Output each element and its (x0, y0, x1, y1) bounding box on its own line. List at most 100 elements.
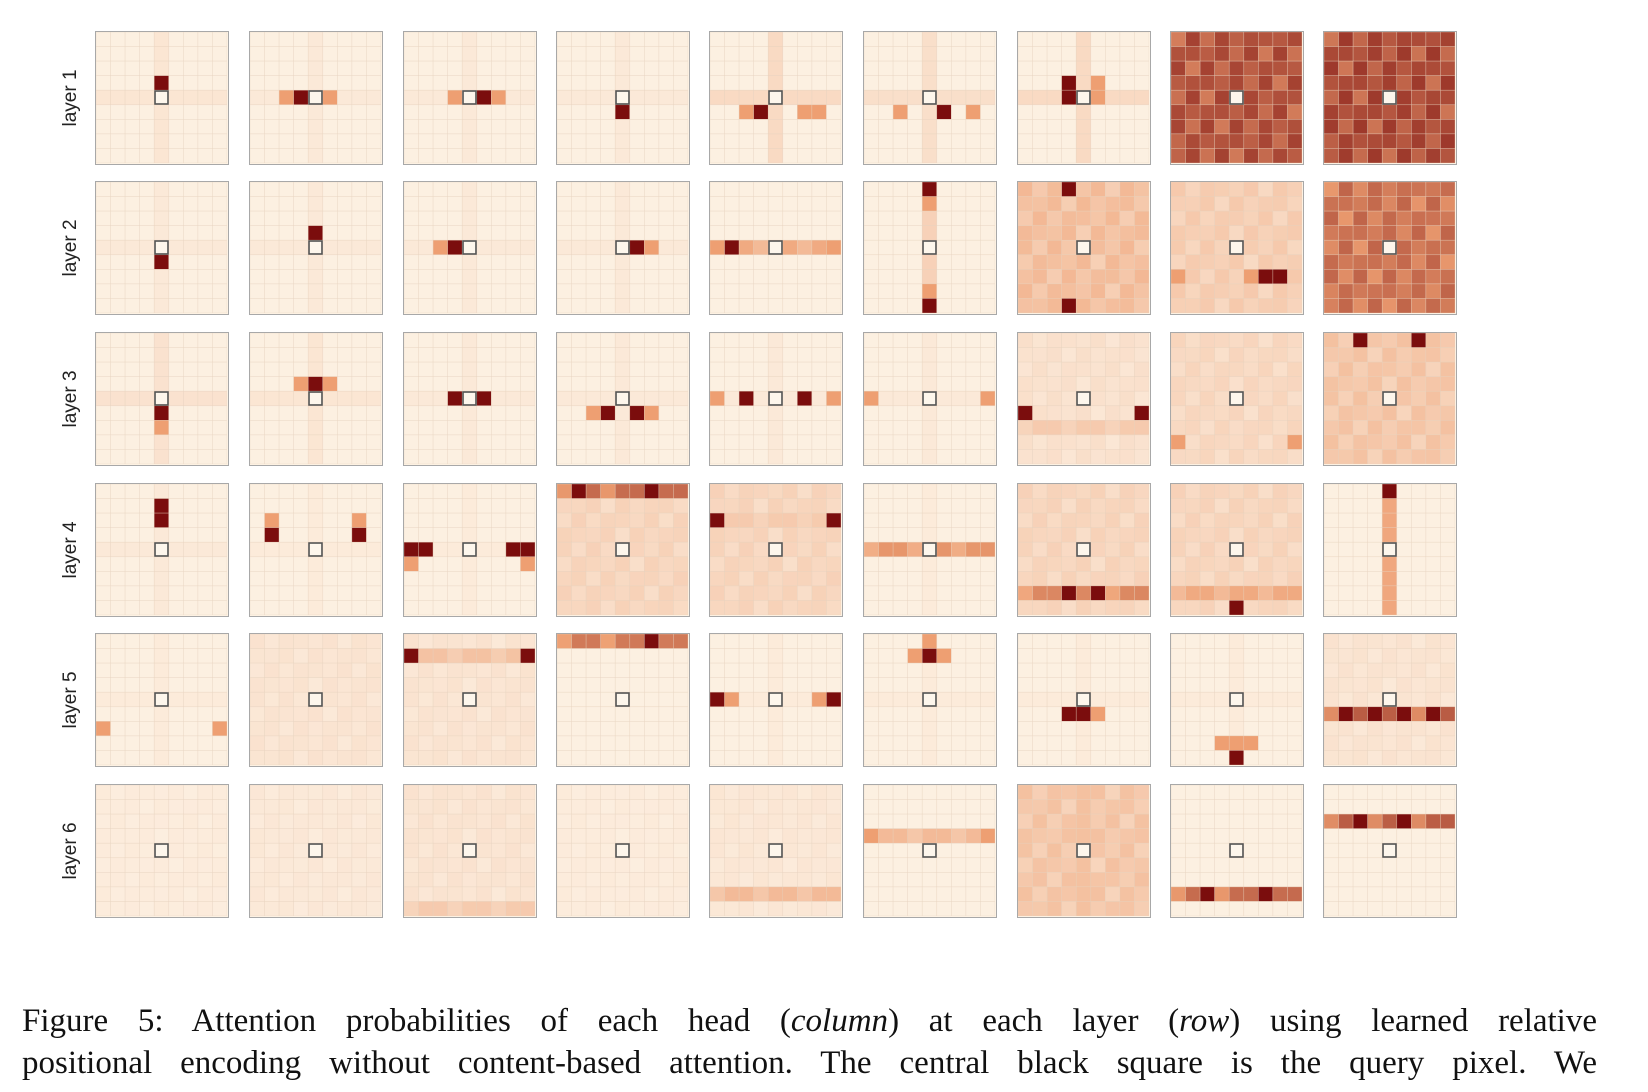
heatmap-cell (505, 210, 521, 226)
heatmap-cell (264, 872, 280, 888)
heatmap-cell (811, 420, 827, 436)
heatmap-cell (250, 662, 265, 678)
heatmap-cell (1367, 842, 1383, 859)
heatmap-cell (724, 225, 740, 241)
heatmap-cell (366, 541, 381, 558)
heatmap-cell (1199, 721, 1215, 737)
heatmap-cell (1381, 512, 1398, 528)
heatmap-cell (366, 735, 381, 751)
heatmap-cell (710, 750, 725, 765)
heatmap-cell (1075, 133, 1092, 149)
heatmap-cell (629, 225, 645, 241)
heatmap-cell (1324, 662, 1339, 678)
heatmap-cell (1046, 677, 1062, 693)
heatmap-cell (878, 677, 894, 693)
heatmap-cell (1199, 512, 1215, 528)
heatmap-cell (724, 32, 740, 47)
heatmap-cell (658, 390, 674, 407)
heatmap-cell (153, 677, 170, 693)
heatmap-cell (505, 133, 521, 149)
heatmap-cell (673, 32, 688, 47)
heatmap-cell (520, 46, 535, 62)
heatmap-cell (826, 842, 841, 859)
heatmap-cell (1425, 648, 1441, 664)
heatmap-cell (1134, 104, 1149, 120)
heatmap-cell (168, 872, 184, 888)
heatmap-cell (366, 60, 381, 76)
heatmap-cell (418, 750, 434, 765)
heatmap-cell (921, 196, 938, 212)
heatmap-cell (811, 706, 827, 722)
heatmap-cell (614, 735, 631, 751)
heatmap-cell (753, 420, 769, 436)
heatmap-cell (418, 735, 434, 751)
heatmap-cell (980, 376, 995, 392)
heatmap-cell (797, 60, 813, 76)
heatmap-cell (1046, 828, 1062, 844)
heatmap-cell (1258, 634, 1274, 649)
heatmap-cell (600, 857, 616, 873)
heatmap-cell (1171, 46, 1186, 62)
heatmap-cell (1061, 32, 1077, 47)
heatmap-cell (212, 677, 227, 693)
query-pixel-marker (308, 692, 323, 707)
heatmap-cell (1272, 872, 1288, 888)
heatmap-cell (629, 799, 645, 815)
heatmap-cell (1272, 298, 1288, 313)
heatmap-cell (644, 828, 660, 844)
heatmap-cell (907, 872, 923, 888)
heatmap-cell (110, 527, 126, 543)
heatmap-cell (1381, 785, 1398, 800)
heatmap-cell (1352, 901, 1368, 916)
heatmap-cell (724, 600, 740, 615)
heatmap-cell (965, 133, 981, 149)
heatmap-cell (1243, 886, 1259, 902)
heatmap-cell (1105, 283, 1121, 299)
heatmap-cell (797, 571, 813, 587)
heatmap-cell (892, 872, 908, 888)
heatmap-cell (673, 420, 688, 436)
heatmap-cell (864, 571, 879, 587)
heatmap-cell (1258, 298, 1274, 313)
heatmap-cell (1171, 648, 1186, 664)
attention-map-layer-5-head-5 (709, 633, 843, 767)
heatmap-cell (1272, 361, 1288, 377)
heatmap-cell (1185, 842, 1201, 859)
heatmap-cell (673, 60, 688, 76)
heatmap-cell (710, 333, 725, 348)
heatmap-cell (936, 60, 952, 76)
heatmap-cell (1018, 512, 1033, 528)
heatmap-cell (1061, 298, 1077, 313)
heatmap-cell (1352, 225, 1368, 241)
heatmap-cell (264, 750, 280, 765)
heatmap-cell (124, 813, 140, 829)
heatmap-cell (600, 872, 616, 888)
heatmap-cell (124, 857, 140, 873)
heatmap-cell (753, 390, 769, 407)
heatmap-cell (1185, 333, 1201, 348)
heatmap-cell (1046, 527, 1062, 543)
heatmap-cell (782, 60, 798, 76)
heatmap-cell (1046, 585, 1062, 601)
heatmap-cell (557, 662, 572, 678)
heatmap-cell (461, 600, 478, 615)
heatmap-cell (864, 721, 879, 737)
heatmap-cell (797, 828, 813, 844)
heatmap-cell (1396, 750, 1412, 765)
heatmap-cell (644, 239, 660, 256)
heatmap-cell (447, 857, 463, 873)
heatmap-cell (1061, 662, 1077, 678)
heatmap-cell (797, 361, 813, 377)
heatmap-cell (614, 634, 631, 649)
heatmap-cell (168, 842, 184, 859)
heatmap-cell (432, 32, 448, 47)
heatmap-cell (366, 390, 381, 407)
heatmap-cell (1199, 556, 1215, 572)
query-pixel-marker (154, 90, 169, 105)
heatmap-cell (965, 677, 981, 693)
heatmap-cell (826, 298, 841, 313)
heatmap-cell (557, 75, 572, 91)
heatmap-cell (826, 634, 841, 649)
heatmap-cell (1061, 750, 1077, 765)
heatmap-cell (600, 828, 616, 844)
